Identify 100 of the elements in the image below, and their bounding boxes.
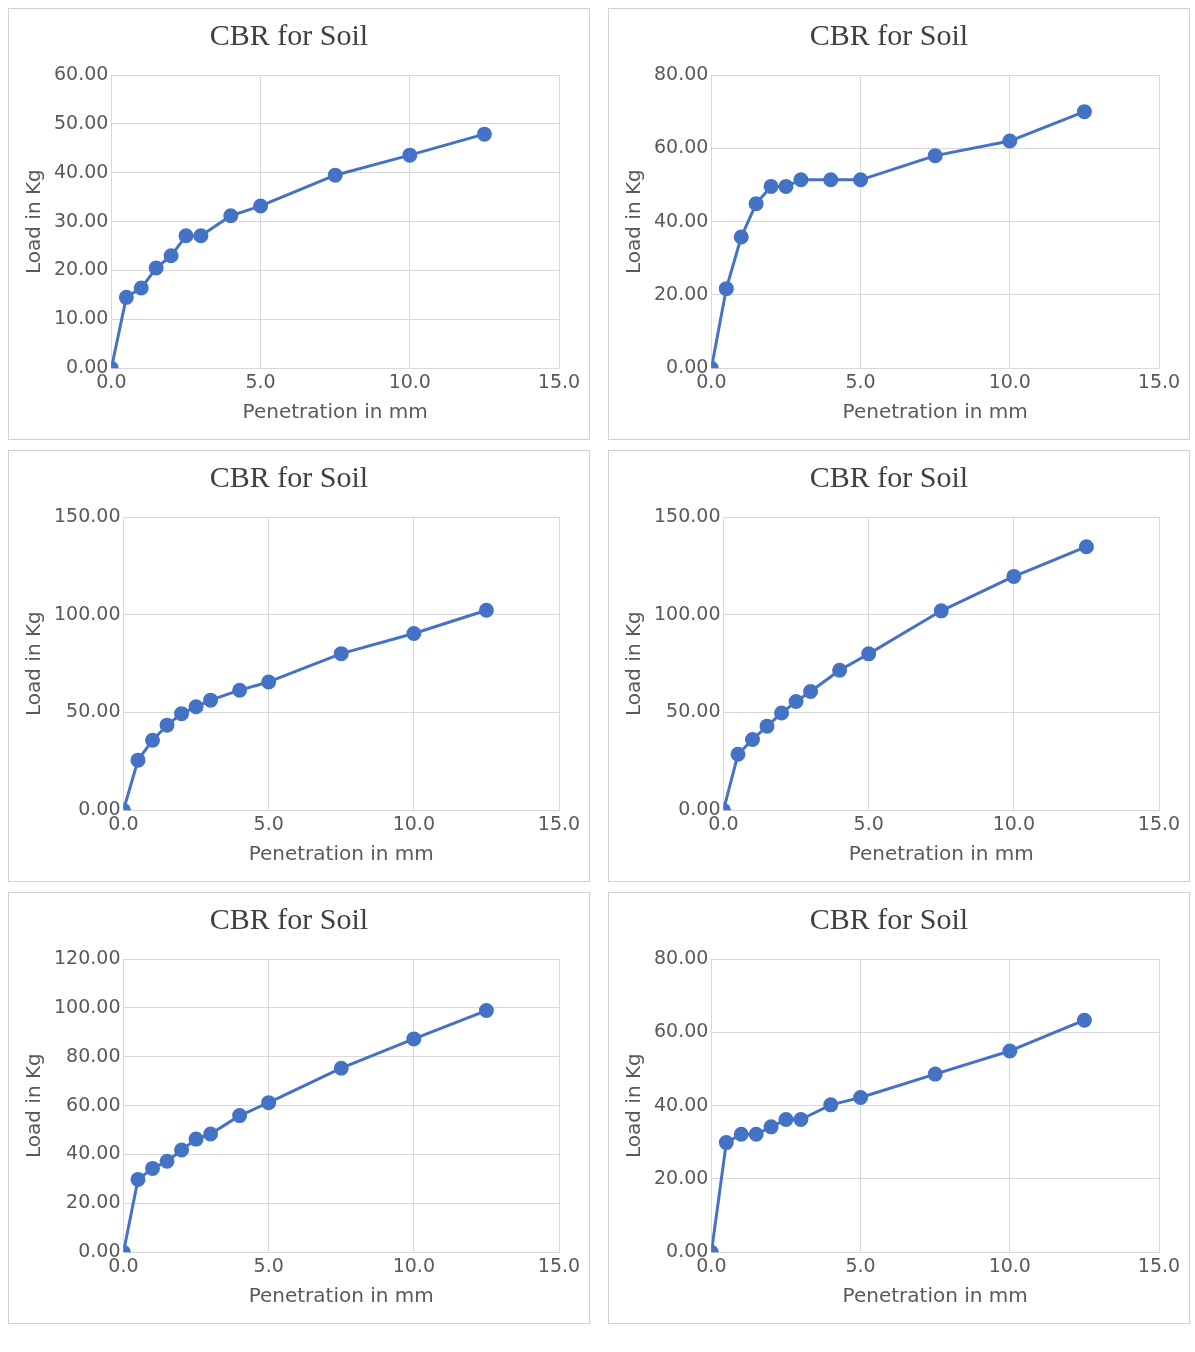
point [1006,568,1022,584]
point [823,1097,839,1113]
point [803,684,819,700]
point [853,1090,869,1106]
point [1076,1012,1092,1028]
point [406,1031,422,1047]
point [1002,133,1018,149]
y-tick-label: 80.00 [653,945,709,968]
y-tick-label: 80.00 [66,1043,121,1066]
chart-title: CBR for Soil [209,17,369,51]
chart-title: CBR for Soil [209,901,369,935]
point [759,718,775,734]
point [793,1112,809,1128]
point [402,147,418,163]
point [748,1126,764,1142]
point [133,280,149,296]
point [203,1126,219,1142]
y-tick-label: 20.00 [653,1165,709,1188]
y-tick-label: 80.00 [653,61,709,84]
y-axis-title: Load in Kg [621,611,646,716]
point [253,198,269,214]
point [174,1142,190,1158]
point [763,178,779,194]
point [145,732,161,748]
point [148,260,164,276]
x-tick-label: 10.0 [392,811,435,834]
x-axis-title: Penetration in mm [842,1283,1028,1308]
point [861,646,877,662]
point [927,1066,943,1082]
x-axis-title: Penetration in mm [842,399,1028,424]
point [832,662,848,678]
point [145,1160,161,1176]
point [763,1119,779,1135]
y-tick-label: 60.00 [66,1092,121,1115]
y-tick-label: 50.00 [666,699,721,722]
chart-title: CBR for Soil [809,17,969,51]
point [730,746,746,762]
point [188,1131,204,1147]
point [733,1126,749,1142]
x-axis-title: Penetration in mm [248,841,434,866]
y-tick-label: 120.00 [54,945,121,968]
chart-title: CBR for Soil [809,901,969,935]
y-tick-label: 60.00 [653,1019,709,1042]
x-tick-label: 15.0 [1137,811,1181,834]
point [327,167,343,183]
x-tick-label: 5.0 [253,1253,284,1276]
x-tick-label: 5.0 [853,811,884,834]
y-tick-label: 50.00 [66,699,121,722]
point [118,289,134,305]
x-tick-label: 15.0 [537,811,581,834]
y-tick-label: 40.00 [66,1141,121,1164]
y-tick-label: 100.00 [54,601,121,624]
y-tick-label: 100.00 [54,994,121,1017]
point [748,196,764,212]
point [823,172,839,188]
y-tick-label: 150.00 [654,503,721,526]
point [406,626,422,641]
point [1002,1043,1018,1059]
point [188,699,204,715]
point [778,1112,794,1128]
y-tick-label: 30.00 [53,208,109,231]
point [793,172,809,188]
point [333,646,349,662]
point [232,682,248,698]
x-tick-label: 10.0 [988,1253,1031,1276]
y-tick-label: 150.00 [54,503,121,526]
x-tick-label: 10.0 [388,369,431,392]
y-axis-title: Load in Kg [21,611,46,716]
y-tick-label: 100.00 [654,601,721,624]
point [261,674,277,690]
y-tick-label: 40.00 [653,208,709,231]
y-tick-label: 40.00 [53,159,109,182]
chart-title: CBR for Soil [809,459,969,493]
y-axis-title: Load in Kg [621,1053,646,1158]
x-tick-label: 10.0 [992,811,1035,834]
x-tick-label: 15.0 [537,369,581,392]
point [476,126,492,142]
point [1078,539,1094,555]
y-axis-title: Load in Kg [621,169,646,274]
point [718,281,734,297]
y-tick-label: 20.00 [653,281,709,304]
y-tick-label: 40.00 [653,1092,709,1115]
point [774,705,790,721]
x-axis-title: Penetration in mm [848,841,1034,866]
point [178,228,194,244]
point [223,208,239,224]
y-tick-label: 10.00 [53,306,109,329]
y-tick-label: 20.00 [66,1190,121,1213]
x-tick-label: 15.0 [1137,369,1181,392]
y-tick-label: 60.00 [53,61,109,84]
point [478,602,494,618]
point [733,229,749,245]
y-axis-title: Load in Kg [21,169,46,274]
point [778,178,794,194]
x-tick-label: 10.0 [988,369,1031,392]
point [478,1003,494,1019]
point [788,694,804,710]
point [159,717,175,733]
point [193,228,209,244]
x-tick-label: 5.0 [845,1253,876,1276]
